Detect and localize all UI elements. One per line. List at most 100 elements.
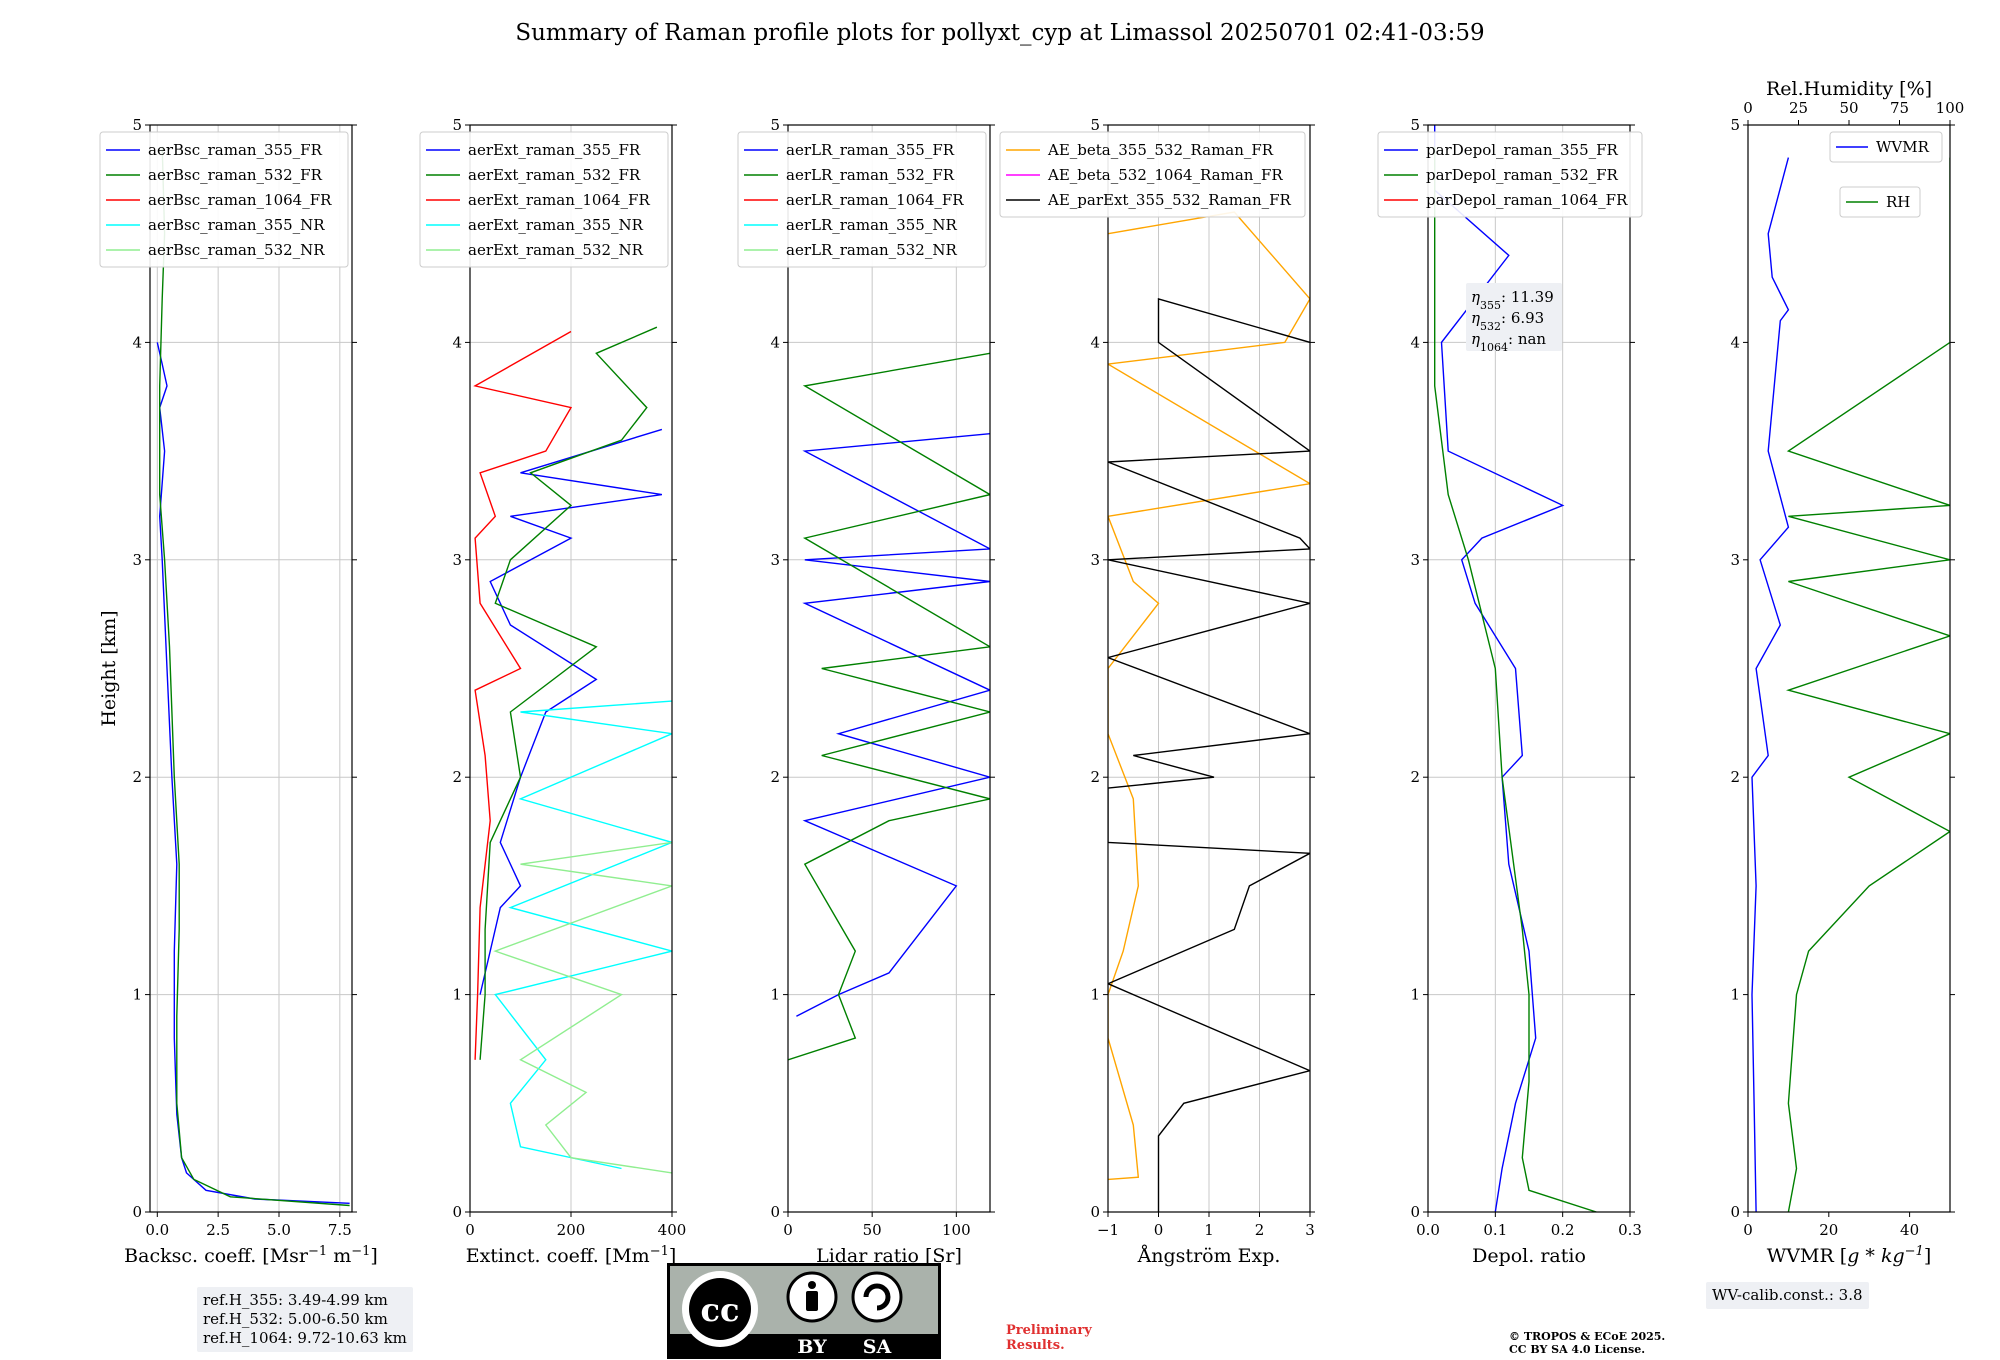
legend: WVMR RH (1829, 131, 1943, 218)
series-line-AE_beta_355_532_Raman_FR (1108, 211, 1310, 1181)
wv-calibration-box: WV-calib.const.: 3.8 (1706, 1282, 1869, 1309)
refh-355: ref.H_355: 3.49-4.99 km (203, 1291, 388, 1309)
x-tick-label: 0.0 (145, 1221, 169, 1239)
copyright-line-2: CC BY SA 4.0 License. (1509, 1343, 1646, 1356)
refh-532: ref.H_532: 5.00-6.50 km (203, 1310, 388, 1328)
x-axis-label: Depol. ratio (1472, 1245, 1586, 1267)
cc-license-icon: cc BY SA (667, 1263, 941, 1359)
x-tick-label: 0.1 (1483, 1221, 1507, 1239)
x-axis-label: Ångström Exp. (1137, 1245, 1281, 1267)
legend-label: aerExt_raman_532_FR (468, 166, 641, 184)
legend-label: aerBsc_raman_355_NR (148, 216, 325, 234)
x-tick-label: 2 (1255, 1221, 1265, 1239)
series-line-AE_parExt_355_532_Raman_FR (1108, 297, 1310, 1212)
legend-label: aerLR_raman_532_FR (786, 166, 955, 184)
legend-label: AE_beta_355_532_Raman_FR (1047, 141, 1274, 159)
preliminary-line-2: Results. (1006, 1338, 1065, 1353)
legend-label: aerBsc_raman_532_NR (148, 241, 325, 259)
y-tick-label: 5 (1410, 116, 1420, 134)
y-tick-label: 0 (1090, 1203, 1100, 1221)
x-tick-label: 50 (863, 1221, 882, 1239)
y-tick-label: 3 (452, 551, 462, 569)
preliminary-note: Preliminary Results. (1006, 1323, 1092, 1353)
legend-label: parDepol_raman_1064_FR (1426, 191, 1628, 209)
series-line-aerExt_raman_355_NR (494, 700, 672, 1170)
legend: AE_beta_355_532_Raman_FR AE_beta_532_1064… (999, 131, 1306, 218)
legend-label: aerBsc_raman_1064_FR (148, 191, 332, 209)
reference-height-box: ref.H_355: 3.49-4.99 km ref.H_532: 5.00-… (197, 1287, 413, 1352)
series-line-WVMR (1751, 157, 1790, 1212)
series-line-aerExt_raman_355_FR (479, 428, 663, 995)
legend-label: aerExt_raman_1064_FR (468, 191, 650, 209)
series-line-aerBsc_raman_355_FR (156, 342, 350, 1204)
y-tick-label: 0 (1730, 1203, 1740, 1221)
x-tick-label: 400 (658, 1221, 687, 1239)
y-tick-label: 4 (1410, 333, 1420, 351)
x-tick-label: 0 (1154, 1221, 1164, 1239)
legend-label: RH (1886, 193, 1910, 211)
top-tick-label: 75 (1890, 99, 1909, 117)
x-tick-label: 2.5 (206, 1221, 230, 1239)
legend-box (1377, 131, 1643, 218)
y-tick-label: 0 (770, 1203, 780, 1221)
legend: aerBsc_raman_355_FR aerBsc_raman_532_FRae… (99, 131, 349, 268)
y-tick-label: 5 (132, 116, 142, 134)
svg-text:cc: cc (701, 1291, 740, 1329)
legend-label: aerBsc_raman_355_FR (148, 141, 323, 159)
y-tick-label: 1 (1730, 986, 1740, 1004)
figure-title: Summary of Raman profile plots for polly… (515, 20, 1485, 46)
series-line-aerExt_raman_1064_FR (473, 330, 573, 1060)
legend-box (1839, 186, 1921, 218)
y-tick-label: 3 (1730, 551, 1740, 569)
y-tick-label: 5 (1730, 116, 1740, 134)
x-tick-label: 100 (942, 1221, 971, 1239)
y-tick-label: 4 (132, 333, 142, 351)
legend: parDepol_raman_355_FR parDepol_raman_532_… (1377, 131, 1643, 218)
eta-annotation-line: η1064: nan (1471, 330, 1546, 354)
x-tick-label: 0 (1743, 1221, 1753, 1239)
copyright-line-1: © TROPOS & ECoE 2025. (1509, 1330, 1666, 1343)
y-tick-label: 2 (1090, 768, 1100, 786)
x-axis-label: Extinct. coeff. [Mm−1] (466, 1244, 677, 1268)
series-line-aerLR_raman_355_FR (796, 433, 990, 1017)
eta-annotation-box (1466, 283, 1562, 351)
axes-frame (149, 124, 353, 1213)
series-line-parDepol_raman_532_FR (1434, 146, 1597, 1212)
top-tick-label: 100 (1936, 99, 1965, 117)
series-line-aerBsc_raman_532_FR (159, 146, 350, 1207)
legend-label: AE_beta_532_1064_Raman_FR (1047, 166, 1283, 184)
y-tick-label: 3 (1090, 551, 1100, 569)
top-tick-label: 50 (1839, 99, 1858, 117)
series-line-aerLR_raman_532_FR (788, 352, 990, 1061)
panel-depolarization: 0 1 2 3 4 5 0.0 0.1 0.2 0.3 Depol. ratio parDepol_r… (1377, 116, 1643, 1267)
legend-label: aerBsc_raman_532_FR (148, 166, 323, 184)
x-tick-label: 0.0 (1416, 1221, 1440, 1239)
y-tick-label: 2 (1730, 768, 1740, 786)
eta-annotation-line: η532: 6.93 (1471, 309, 1544, 333)
legend-label: parDepol_raman_532_FR (1426, 166, 1619, 184)
y-tick-label: 5 (1090, 116, 1100, 134)
legend-label: aerLR_raman_532_NR (786, 241, 957, 259)
legend-box (99, 131, 349, 268)
legend-label: aerLR_raman_355_FR (786, 141, 955, 159)
y-tick-label: 4 (1730, 333, 1740, 351)
y-tick-label: 4 (1090, 333, 1100, 351)
series-line-RH (1785, 157, 1950, 1212)
x-axis-label: WVMR [g * kg−1] (1767, 1244, 1931, 1268)
y-tick-label: 1 (132, 986, 142, 1004)
x-tick-label: 5.0 (267, 1221, 291, 1239)
legend: aerLR_raman_355_FR aerLR_raman_532_FR aerL… (737, 131, 987, 268)
x-tick-label: 40 (1900, 1221, 1919, 1239)
legend-label: AE_parExt_355_532_Raman_FR (1047, 191, 1292, 209)
y-tick-label: 1 (452, 986, 462, 1004)
axes-frame (787, 124, 991, 1213)
x-tick-label: 0.3 (1618, 1221, 1642, 1239)
cc-by-label: BY (797, 1336, 827, 1358)
legend-box (737, 131, 987, 268)
legend-label: WVMR (1876, 138, 1930, 156)
y-tick-label: 3 (770, 551, 780, 569)
x-tick-label: 0 (783, 1221, 793, 1239)
x-tick-label: 7.5 (328, 1221, 352, 1239)
legend: aerExt_raman_355_FR aerExt_raman_532_FRae… (419, 131, 669, 268)
